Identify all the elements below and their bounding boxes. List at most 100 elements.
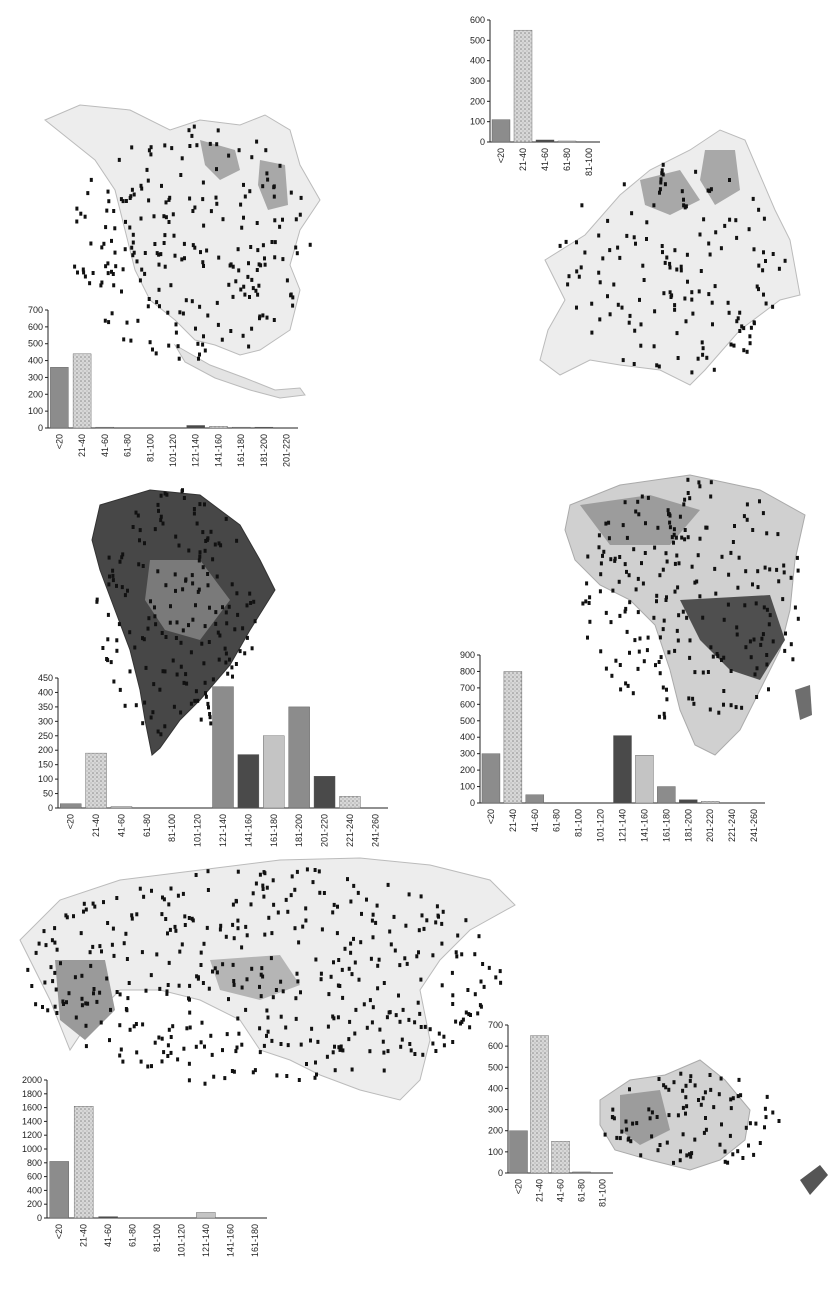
station-dot [162,1050,166,1055]
station-dot [49,965,53,970]
station-dot [273,255,277,260]
station-dot [586,554,590,559]
station-dot [695,579,699,584]
station-dot [494,975,498,980]
station-dot [197,558,201,563]
station-dot [220,337,224,342]
station-dot [225,1032,229,1037]
station-dot [164,635,168,639]
station-dot [278,163,282,168]
station-dot [227,604,231,609]
bar [50,367,69,429]
station-dot [655,599,658,604]
station-dot [266,1015,270,1020]
station-dot [752,321,756,326]
station-dot [677,613,681,618]
y-tick-label: 900 [460,650,475,660]
station-dot [148,340,152,345]
station-dot [174,636,178,640]
station-dot [203,548,207,553]
station-dot [44,943,48,948]
station-dot [454,1019,458,1024]
station-dot [84,1023,88,1028]
station-dot [215,167,218,172]
y-tick-label: 0 [37,1213,42,1223]
station-dot [764,1115,768,1120]
station-dot [161,669,165,674]
station-dot [419,894,423,899]
station-dot [668,520,672,525]
bar [313,776,336,809]
station-dot [677,561,681,566]
station-dot [256,248,260,253]
station-dot [165,989,169,994]
station-dot [715,652,719,656]
station-dot [704,1127,708,1132]
station-dot [755,284,759,289]
station-dot [613,556,617,561]
bar [572,1171,591,1174]
y-tick-label: 400 [460,732,475,742]
station-dot [336,983,340,988]
station-dot [777,579,781,584]
station-dot [206,536,210,541]
station-dot [752,247,756,252]
station-dot [683,528,687,532]
station-dot [240,1042,244,1047]
y-tick-label: 500 [488,1062,503,1072]
station-dot [331,910,335,915]
station-dot [336,904,339,909]
station-dot [147,297,151,301]
x-tick-label: 201-220 [282,434,292,467]
station-dot [637,649,641,654]
station-dot [748,341,752,346]
station-dot [276,910,280,915]
station-dot [227,282,231,287]
station-dot [765,1094,769,1099]
station-dot [258,314,262,319]
station-dot [473,952,477,957]
station-dot [174,928,178,933]
station-dot [771,1110,775,1115]
station-dot [147,616,151,621]
station-dot [378,1027,382,1032]
station-dot [726,602,730,607]
station-dot [603,1132,607,1137]
station-dot [634,587,638,592]
x-tick-label: 161-180 [661,809,671,842]
station-dot [285,278,289,283]
station-dot [353,1031,357,1036]
station-dot [564,239,568,244]
station-dot [665,697,669,702]
station-dot [477,934,481,939]
asia-map [19,857,516,1101]
x-tick-label: 121-140 [201,1224,211,1257]
station-dot [762,250,765,255]
station-dot [315,1072,318,1077]
station-dot [159,493,163,498]
station-dot [179,710,183,715]
station-dot [149,599,152,604]
bar [557,140,577,143]
station-dot [154,622,158,627]
station-dot [751,528,755,532]
station-dot [620,305,624,310]
station-dot [291,303,295,308]
station-dot [386,882,390,887]
station-dot [80,996,84,1001]
station-dot [215,574,219,579]
station-dot [767,622,771,627]
station-dot [357,977,361,982]
station-dot [135,912,139,917]
station-dot [346,877,349,882]
station-dot [340,967,344,972]
station-dot [189,701,193,706]
station-dot [621,523,625,528]
station-dot [685,1153,689,1158]
station-dot [370,918,374,923]
station-dot [686,535,690,540]
x-tick-label: 41-60 [103,1224,113,1247]
station-dot [162,241,166,245]
station-dot [209,721,213,726]
station-dot [103,318,107,323]
